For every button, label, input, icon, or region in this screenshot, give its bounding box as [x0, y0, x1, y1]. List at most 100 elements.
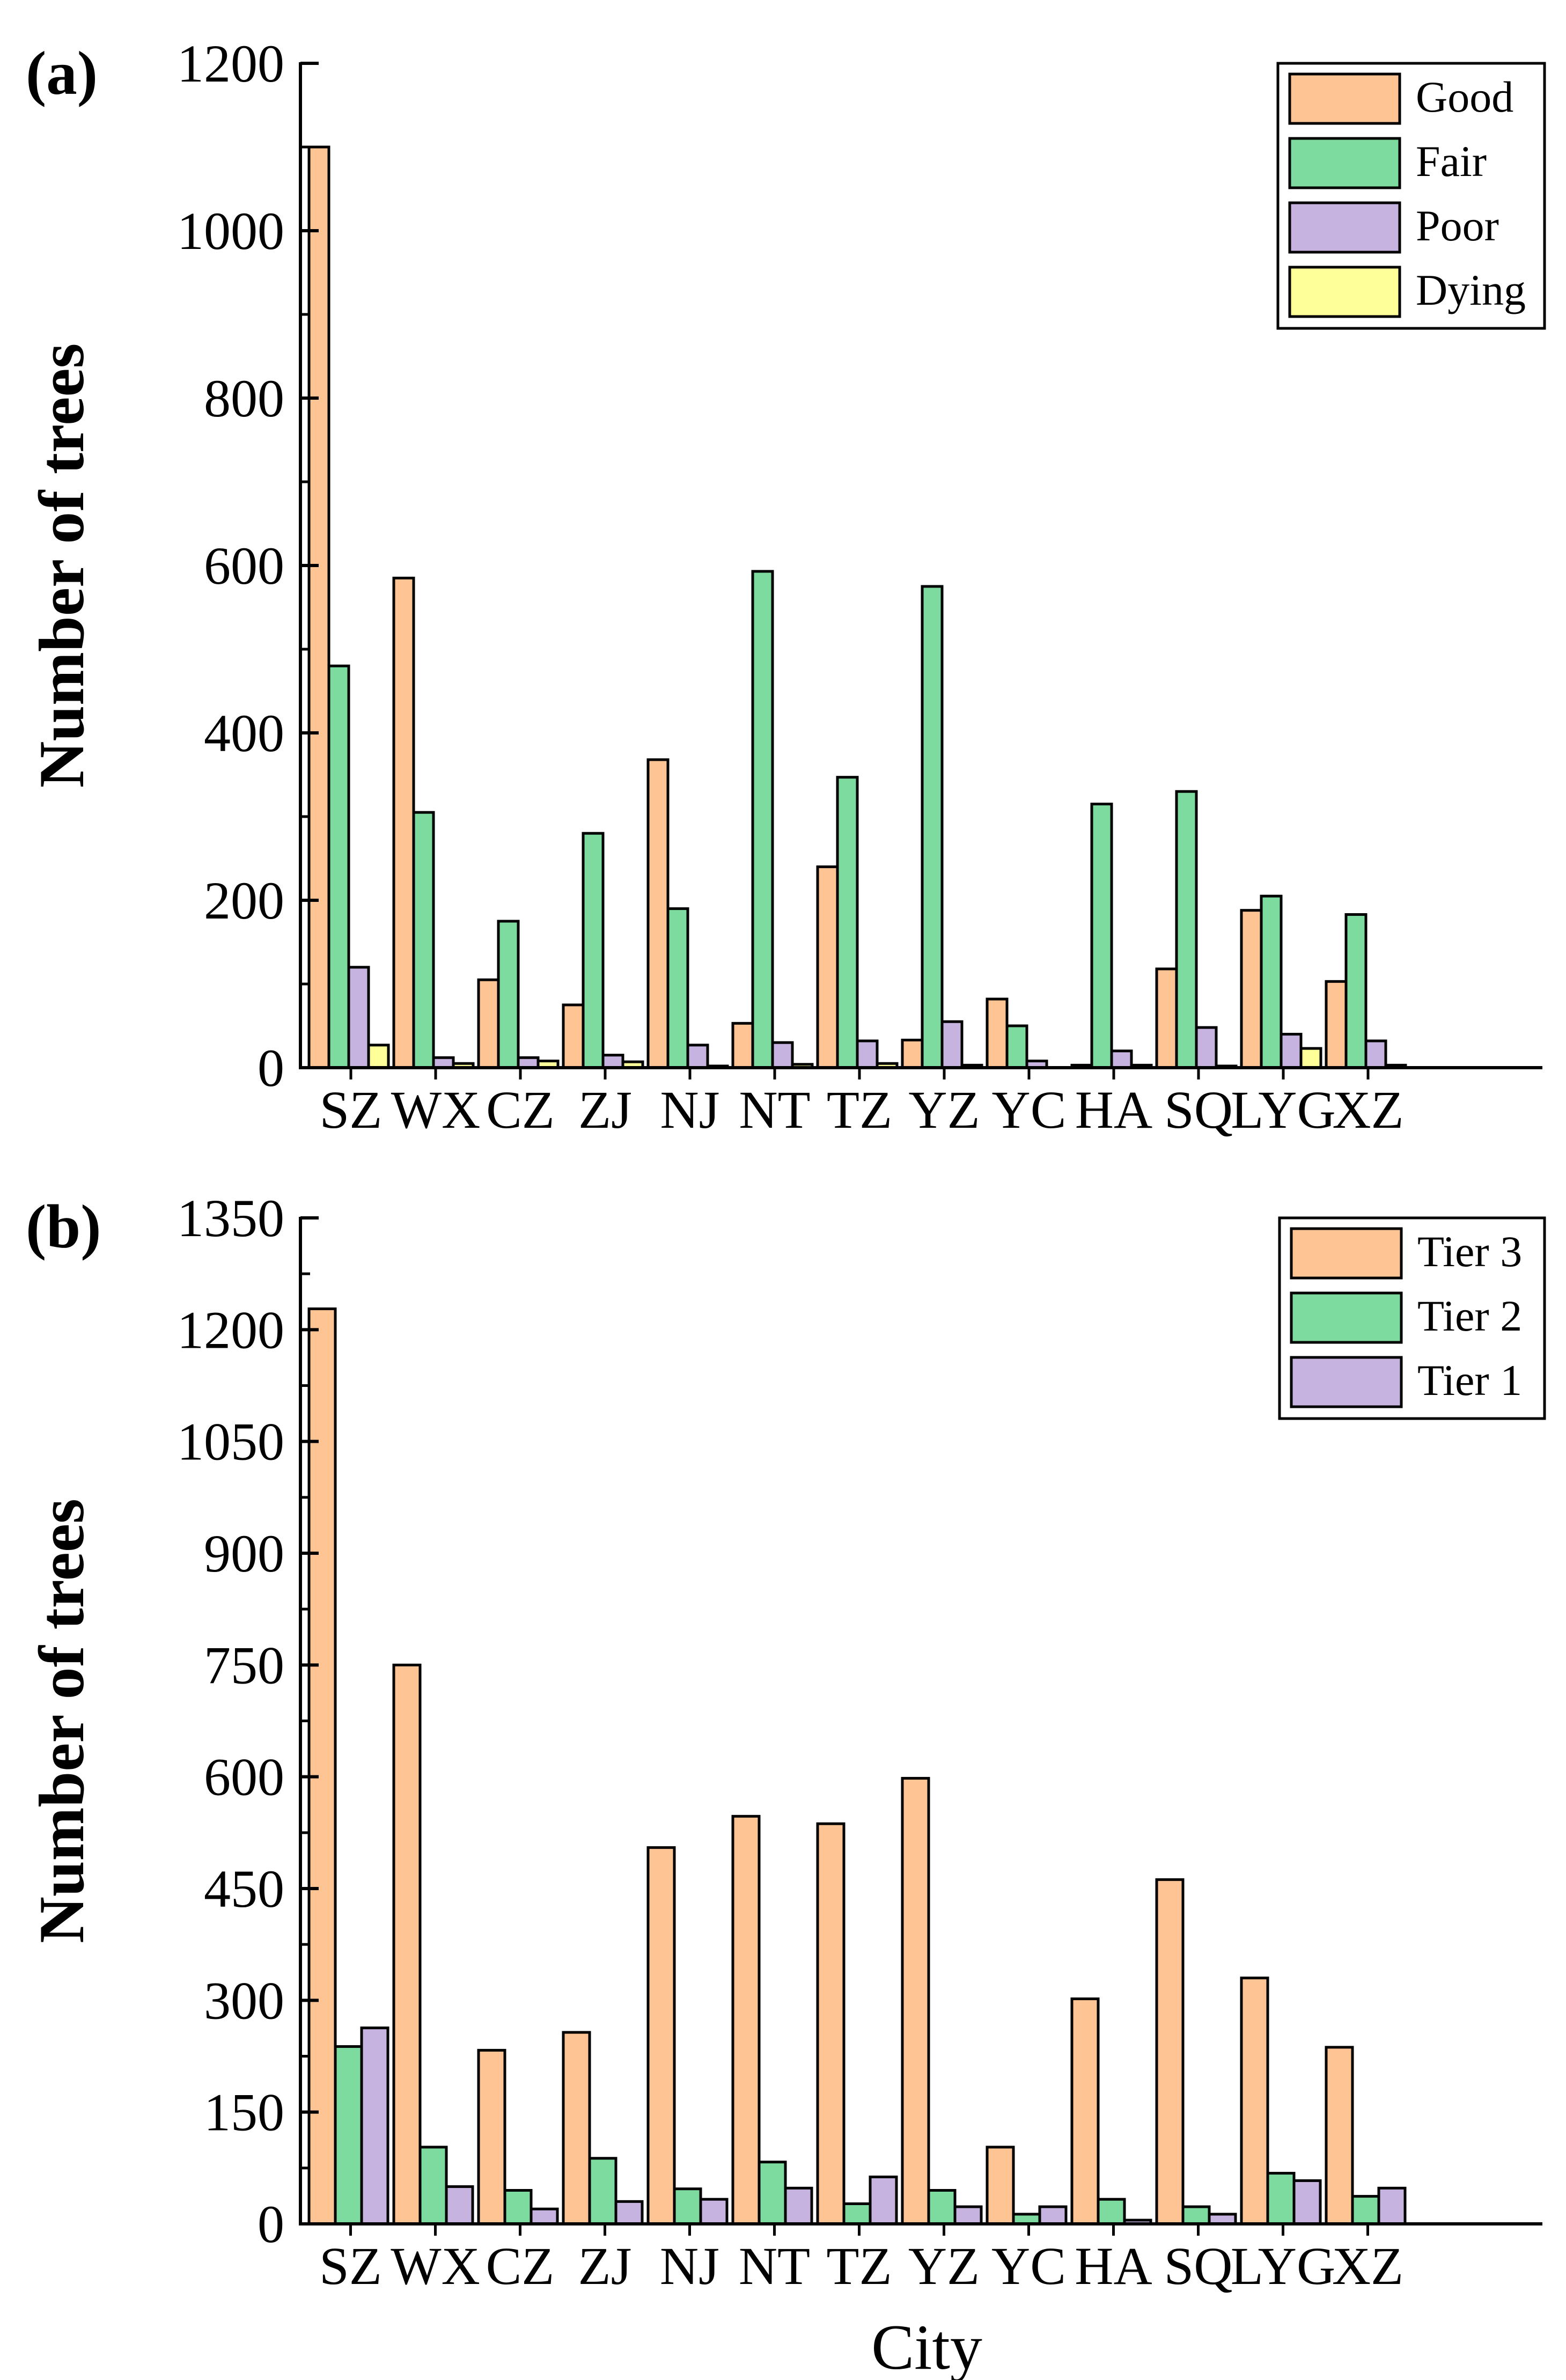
- bar-tier-2-cz: [503, 2189, 533, 2225]
- bar-good-tz: [816, 865, 839, 1069]
- x-tick-label: YZ: [908, 2236, 980, 2296]
- bar-poor-lyg: [1280, 1033, 1303, 1069]
- y-tick-label: 1200: [177, 34, 284, 93]
- bar-tier-1-yc: [1038, 2205, 1068, 2225]
- x-tick-label: YC: [991, 2236, 1066, 2296]
- bar-good-nj: [646, 758, 670, 1069]
- bar-fair-tz: [836, 776, 859, 1069]
- legend: Good Fair Poor Dying: [1276, 62, 1546, 330]
- bar-tier-1-tz: [869, 2176, 898, 2225]
- y-tick-label: 750: [204, 1635, 284, 1695]
- bar-tier-1-xz: [1377, 2186, 1407, 2225]
- bar-tier-3-wx: [392, 1663, 422, 2225]
- x-tick-label: TZ: [827, 1080, 892, 1140]
- bar-good-nt: [731, 1022, 754, 1069]
- y-tick-label: 450: [204, 1859, 284, 1919]
- bar-tier-2-sq: [1181, 2205, 1211, 2225]
- legend-label: Tier 1: [1417, 1356, 1522, 1405]
- bar-dying-lyg: [1299, 1047, 1322, 1069]
- y-tick-label: 400: [204, 703, 284, 763]
- legend-swatch-tier-1: [1290, 1356, 1403, 1408]
- bar-poor-nj: [686, 1044, 709, 1069]
- bar-tier-2-nt: [758, 2161, 787, 2225]
- bar-good-sz: [307, 145, 330, 1069]
- panel-a-chart: (a) Number of trees SZ WX CZ ZJ NJ NT TZ YZ YC HA SQ…: [26, 34, 1546, 1140]
- x-tick-label: HA: [1075, 2236, 1152, 2296]
- bar-tier-2-sz: [334, 2045, 363, 2225]
- bar-tier-3-ha: [1070, 1997, 1100, 2225]
- y-tick-label: 200: [204, 871, 284, 930]
- y-tick-label: 150: [204, 2083, 284, 2142]
- bar-tier-3-tz: [816, 1822, 846, 2225]
- bar-tier-3-yz: [901, 1776, 930, 2225]
- x-tick-label: YC: [992, 1080, 1067, 1140]
- bar-tier-3-sq: [1155, 1878, 1185, 2225]
- y-tick-label: 800: [204, 369, 284, 428]
- bar-fair-ha: [1090, 803, 1113, 1069]
- y-tick-label: 0: [258, 1038, 284, 1098]
- x-axis-title: City: [871, 2311, 982, 2380]
- bar-fair-wx: [412, 811, 435, 1069]
- bar-fair-zj: [582, 832, 605, 1069]
- bar-tier-2-xz: [1351, 2195, 1380, 2225]
- bar-good-lyg: [1240, 909, 1263, 1069]
- bar-tier-3-sz: [307, 1307, 337, 2225]
- bar-tier-1-zj: [614, 2200, 644, 2225]
- bar-fair-nj: [666, 907, 689, 1069]
- bar-tier-1-yz: [953, 2205, 983, 2225]
- y-tick-label: 600: [204, 536, 284, 596]
- x-tick-label: XZ: [1332, 2236, 1403, 2296]
- x-tick-label: SQ: [1164, 2236, 1233, 2296]
- bar-fair-sq: [1175, 790, 1198, 1069]
- panel-label: (b): [26, 1193, 101, 1261]
- bar-tier-2-tz: [842, 2202, 872, 2225]
- y-tick-label: 1350: [177, 1188, 284, 1248]
- x-tick-label: HA: [1075, 1080, 1152, 1140]
- x-tick-label: CZ: [486, 2236, 555, 2296]
- bar-good-zj: [562, 1003, 585, 1069]
- bar-poor-ha: [1110, 1049, 1133, 1069]
- bar-poor-zj: [601, 1054, 624, 1069]
- bar-poor-yz: [940, 1020, 964, 1069]
- bar-fair-cz: [497, 920, 520, 1069]
- bar-fair-lyg: [1260, 894, 1283, 1069]
- x-tick-label: TZ: [826, 2236, 892, 2296]
- legend: Tier 3 Tier 2 Tier 1: [1278, 1216, 1546, 1420]
- bar-tier-3-lyg: [1240, 1977, 1269, 2225]
- x-tick-label: CZ: [486, 1080, 555, 1140]
- bar-tier-1-lyg: [1292, 2179, 1322, 2225]
- bar-tier-2-nj: [673, 2187, 702, 2225]
- bar-poor-tz: [856, 1039, 879, 1069]
- legend-swatch-good: [1288, 72, 1401, 125]
- bar-tier-3-cz: [477, 2048, 506, 2225]
- bar-tier-2-yz: [927, 2189, 957, 2225]
- bar-poor-sz: [347, 966, 370, 1069]
- bar-tier-2-lyg: [1266, 2172, 1296, 2225]
- bar-tier-1-sz: [360, 2026, 389, 2225]
- bar-good-yc: [986, 997, 1009, 1069]
- x-tick-label: SQ: [1164, 1080, 1233, 1140]
- legend-label: Good: [1416, 72, 1513, 121]
- bar-tier-2-zj: [588, 2157, 617, 2225]
- x-tick-label: YZ: [908, 1080, 980, 1140]
- bar-tier-3-yc: [986, 2146, 1015, 2225]
- bar-tier-1-nt: [784, 2186, 813, 2225]
- bar-tier-3-nj: [646, 1846, 676, 2225]
- bar-tier-1-wx: [445, 2185, 474, 2225]
- legend-swatch-fair: [1288, 137, 1401, 189]
- x-tick-label: LYG: [1231, 2236, 1336, 2296]
- bar-poor-nt: [771, 1041, 794, 1069]
- bar-tier-3-xz: [1325, 2046, 1354, 2225]
- panel-label: (a): [26, 39, 98, 107]
- bar-fair-nt: [751, 570, 774, 1069]
- bar-good-yz: [901, 1039, 924, 1069]
- bar-fair-yc: [1005, 1024, 1028, 1069]
- bar-poor-sq: [1195, 1026, 1218, 1069]
- bar-dying-sz: [367, 1044, 390, 1069]
- y-tick-label: 1000: [177, 201, 284, 261]
- y-tick-label: 300: [204, 1971, 284, 2030]
- bar-tier-3-nt: [731, 1815, 761, 2225]
- y-tick-label: 600: [204, 1747, 284, 1807]
- bar-good-sq: [1155, 967, 1178, 1069]
